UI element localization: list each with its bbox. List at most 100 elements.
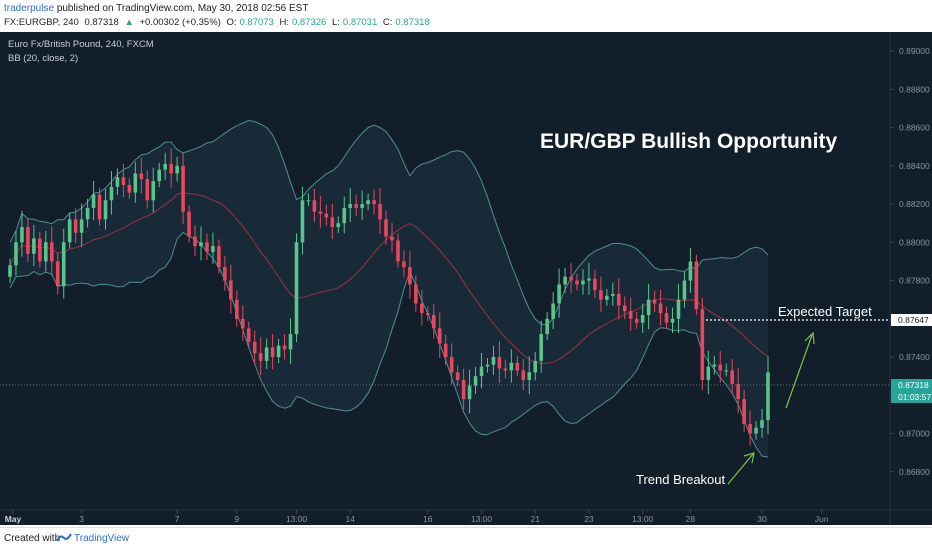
candle [414,275,418,312]
candle [622,296,627,320]
candle [300,186,305,255]
created-with-text: Created with [4,533,61,544]
time-tick-label: 14 [345,514,355,524]
candle [646,283,651,330]
candle [55,252,60,295]
candle [431,303,436,339]
price-tick-label: 0.87800 [899,276,930,286]
candle [378,188,382,234]
candle [91,180,96,221]
candle [694,254,699,316]
candle [521,359,526,391]
candle [706,350,711,395]
candle [20,211,24,257]
candle [127,178,132,199]
price-tick-label: 0.89000 [899,46,930,56]
chart-container[interactable]: EUR/GBP Bullish Opportunity Expected Tar… [0,32,932,525]
candle [246,321,251,348]
candle [121,163,126,198]
candle [294,233,299,343]
lower-band-line [9,231,769,458]
countdown-text: 01:03:57 [898,392,931,402]
last-price: 0.87318 [84,17,119,28]
candle [742,390,746,433]
candle [103,188,108,230]
up-triangle-icon: ▲ [124,17,134,28]
tradingview-brand[interactable]: TradingView [74,533,130,544]
candle [366,193,370,211]
publish-info: traderpulse published on TradingView.com… [4,3,308,14]
price-tick-label: 0.88600 [899,123,930,133]
price-tick-label: 0.88200 [899,199,930,209]
author-link[interactable]: traderpulse [4,3,55,14]
candle [38,231,42,268]
candle [628,297,633,332]
candle [479,353,484,389]
candle [616,278,621,320]
candle [79,203,84,248]
candle [593,269,597,299]
indicator-legend[interactable]: BB (20, close, 2) [8,53,78,64]
candle [461,368,466,410]
candle [187,205,191,243]
time-tick-label: 13:00 [286,514,308,524]
candle [408,251,412,299]
price-tick-label: 0.86800 [899,467,930,477]
candle [26,218,30,262]
price-chart[interactable]: EUR/GBP Bullish Opportunity Expected Tar… [0,32,932,525]
candle [354,195,358,216]
price-tick-label: 0.87000 [899,429,930,439]
candle [264,338,269,369]
candle [240,305,245,341]
target-arrow-icon [785,331,815,409]
price-axis[interactable]: 0.89000 0.88800 0.88600 0.88400 0.88200 0.880… [890,46,930,477]
candle [223,255,227,291]
time-axis[interactable]: May 3 7 9 13:00 14 16 13:00 21 23 13:00 28 30 Jun [5,510,829,524]
price-change: +0.00302 (+0.35%) [139,17,221,28]
candle [139,157,144,194]
time-tick-label: 16 [423,514,433,524]
candle [760,408,764,438]
candle [235,290,239,327]
candle [217,239,221,274]
candle [348,188,353,223]
current-price-text: 0.87318 [898,380,929,390]
candle [563,267,567,293]
time-tick-label: 3 [79,514,84,524]
candle [724,363,729,377]
low-label: L: [331,17,340,28]
candle [455,365,460,387]
trend-breakout-label: Trend Breakout [636,472,726,487]
candle [252,330,257,364]
candle [485,357,490,373]
time-tick-label: 23 [584,514,594,524]
candle [115,168,120,195]
candle [575,273,579,291]
time-tick-label: 13:00 [471,514,493,524]
low-value: 0.87031 [342,17,378,28]
price-tick-label: 0.87400 [899,352,930,362]
candle [258,337,263,376]
basis-line [9,192,769,364]
candle [443,334,448,366]
tradingview-logo-icon[interactable] [55,531,72,548]
candle [372,188,376,215]
candle [312,188,317,222]
candle [605,289,609,306]
time-tick-label: 28 [686,514,696,524]
candle [44,231,48,272]
candle [318,195,323,228]
chart-title: EUR/GBP Bullish Opportunity [540,130,837,153]
candle [449,343,454,385]
symbol-label: FX:EURGBP, 240 [4,17,79,28]
candle [533,351,538,381]
candle [193,225,197,257]
time-tick-label: 13:00 [632,514,654,524]
candle [270,333,275,370]
candle [145,170,150,209]
candle [390,223,394,253]
candle [754,421,758,440]
breakout-arrow-icon [727,452,755,485]
candle [181,152,185,224]
candle [467,369,472,414]
